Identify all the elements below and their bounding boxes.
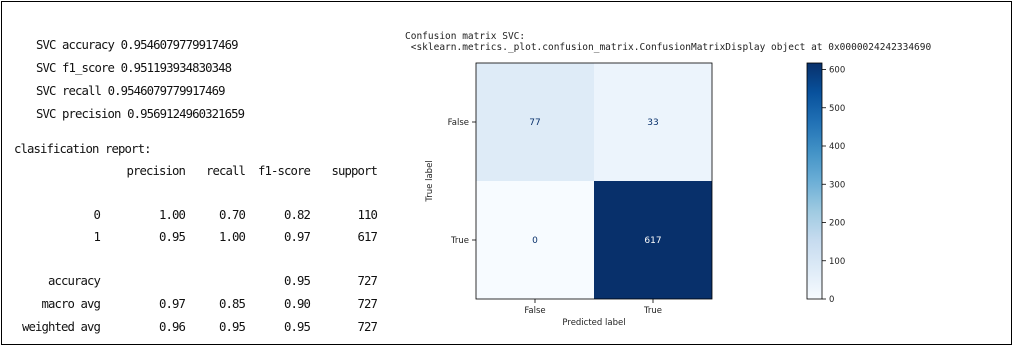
colorbar-tick-label: 500: [829, 104, 845, 114]
x-axis-label: Predicted label: [562, 318, 625, 328]
colorbar-tick-label: 200: [829, 219, 845, 229]
report-row-label: weighted avg: [21, 320, 101, 334]
confusion-header-line2: <sklearn.metrics._plot.confusion_matrix.…: [405, 42, 932, 53]
heatmap-cell: [476, 181, 594, 299]
report-row-label: 1: [93, 230, 100, 244]
plot-frame: [475, 62, 713, 300]
report-cell: 0.96: [158, 320, 186, 334]
metric-label: SVC precision: [36, 107, 121, 121]
confusion-header: Confusion matrix SVC: <sklearn.metrics._…: [405, 31, 931, 53]
metric-value: 0.9546079779917469: [107, 84, 226, 98]
heatmap-cell: [594, 181, 712, 299]
report-header-support: support: [331, 164, 377, 178]
report-row-label: accuracy: [47, 274, 101, 288]
metric-value: 0.9569124960321659: [127, 107, 245, 121]
metric-label: SVC accuracy: [36, 38, 115, 52]
colorbar-tick-label: 300: [829, 180, 845, 190]
colorbar-tick-label: 600: [829, 66, 845, 76]
report-cell: 617: [357, 230, 377, 244]
report-cell: 0.70: [218, 208, 246, 222]
colorbar: 0 100 200 300 400 500 600: [806, 62, 845, 305]
metric-label: SVC f1_score: [36, 61, 115, 75]
report-cell: 0.97: [158, 297, 186, 311]
cell-value-label: 77: [529, 118, 540, 128]
colorbar-tick-label: 400: [829, 142, 845, 152]
y-axis-label: True label: [425, 160, 435, 202]
y-tick-label: False: [448, 118, 469, 128]
colorbar-tick-label: 100: [829, 257, 845, 267]
heatmap-cell: [476, 63, 594, 181]
heatmap-axes: False True False True Predicted label True la…: [425, 62, 713, 328]
confusion-matrix-chart: 77 33 0 617 False True False True Predicted lab…: [425, 62, 845, 328]
colorbar-bar: [806, 62, 823, 300]
x-tick-label: False: [524, 306, 545, 316]
cell-value-label: 617: [644, 236, 661, 246]
report-cell: 0.95: [283, 274, 311, 288]
metric-precision: SVC precision 0.9569124960321659: [10, 93, 245, 135]
heatmap-cell: [594, 63, 712, 181]
report-row-label: macro avg: [41, 297, 100, 311]
report-cell: 727: [357, 274, 377, 288]
colorbar-tick-label: 0: [829, 295, 834, 305]
report-cell: 0.90: [283, 297, 311, 311]
x-tick-label: True: [643, 306, 662, 316]
report-cell: 727: [357, 320, 377, 334]
report-header-f1: f1-score: [257, 164, 311, 178]
report-cell: 0.85: [218, 297, 246, 311]
report-cell: 0.82: [283, 208, 311, 222]
confusion-header-line1: Confusion matrix SVC:: [405, 31, 526, 42]
metrics-output: SVC accuracy 0.9546079779917469 SVC f1_s…: [10, 24, 390, 344]
metric-value: 0.9546079779917469: [120, 38, 239, 52]
report-cell: 0.95: [158, 230, 186, 244]
report-row-label: 0: [93, 208, 100, 222]
report-cell: 1.00: [218, 230, 246, 244]
metric-accuracy: SVC accuracy 0.9546079779917469: [10, 24, 239, 66]
report-title: clasification report:: [14, 142, 151, 156]
metric-recall: SVC recall 0.9546079779917469: [10, 70, 226, 112]
y-tick-label: True: [450, 236, 469, 246]
report-header-precision: precision: [126, 164, 185, 178]
report-cell: 0.95: [283, 320, 311, 334]
report-cell: 727: [357, 297, 377, 311]
report-cell: 1.00: [158, 208, 186, 222]
report-header-recall: recall: [205, 164, 246, 178]
metric-value: 0.951193934830348: [120, 61, 232, 75]
report-cell: 0.95: [218, 320, 246, 334]
report-cell: 0.97: [283, 230, 311, 244]
report-cell: 110: [357, 208, 377, 222]
metric-f1: SVC f1_score 0.951193934830348: [10, 47, 232, 89]
cell-value-label: 33: [647, 118, 658, 128]
confusion-matrix-output: Confusion matrix SVC: <sklearn.metrics._…: [403, 0, 1015, 347]
metric-label: SVC recall: [36, 84, 102, 98]
cell-value-label: 0: [532, 236, 538, 246]
heatmap-cells: 77 33 0 617: [476, 63, 712, 299]
